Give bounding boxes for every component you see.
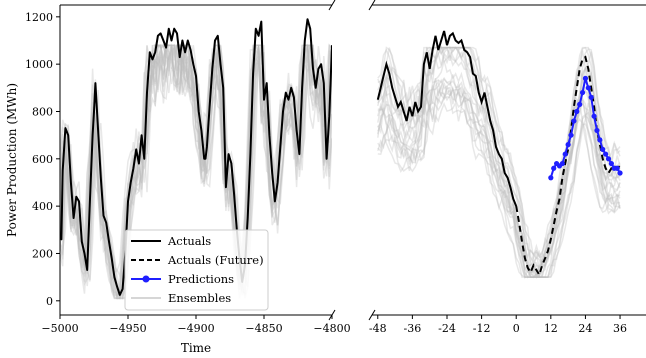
ensemble-line xyxy=(60,43,332,300)
legend: Actuals Actuals (Future) Predictions Ens… xyxy=(124,229,269,311)
ensemble-line xyxy=(377,46,621,267)
series-actuals-future-line xyxy=(515,55,621,278)
ensemble-line xyxy=(377,46,621,264)
ensemble-line xyxy=(60,44,332,278)
ensemble-line xyxy=(377,52,621,278)
prediction-point xyxy=(585,85,591,91)
prediction-point xyxy=(605,156,612,162)
ensemble-line xyxy=(60,47,332,300)
axis-break-mark xyxy=(368,0,376,11)
ensemble-line xyxy=(377,46,621,261)
prediction-point xyxy=(603,151,609,157)
axis-break-mark xyxy=(328,309,336,321)
x-tick-label: -24 xyxy=(438,322,456,335)
y-tick-label: 400 xyxy=(32,200,53,213)
prediction-point xyxy=(588,94,594,100)
ensemble-line xyxy=(377,45,621,276)
x-tick-label: 12 xyxy=(544,322,558,335)
ensemble-line xyxy=(377,85,621,278)
prediction-point xyxy=(551,165,557,171)
ensemble-line xyxy=(377,60,621,278)
ensemble-line xyxy=(377,100,621,278)
legend-actuals-label: Actuals xyxy=(167,234,211,248)
x-tick-label: 24 xyxy=(578,322,592,335)
ensemble-line xyxy=(60,44,332,300)
x-tick-label: 36 xyxy=(613,322,627,335)
ensemble-line xyxy=(377,95,621,278)
prediction-point xyxy=(600,146,606,152)
prediction-point xyxy=(574,108,580,115)
right-frame xyxy=(328,0,646,321)
prediction-point xyxy=(617,170,623,176)
ensemble-line xyxy=(377,87,621,278)
prediction-point xyxy=(565,142,571,148)
x-tick-label: −4850 xyxy=(245,322,282,335)
ensemble-line xyxy=(60,45,332,300)
ensemble-line xyxy=(60,44,332,300)
series-actuals-line xyxy=(60,18,332,296)
ensemble-line xyxy=(377,85,621,280)
right-panel: -48 -36 -24 -12 0 12 24 36 xyxy=(328,0,646,335)
prediction-point xyxy=(577,101,583,107)
ensemble-line xyxy=(377,78,621,276)
right-ticks: -48 -36 -24 -12 0 12 24 36 xyxy=(369,315,627,335)
y-tick-label: 200 xyxy=(32,247,53,260)
ensemble-line xyxy=(60,44,332,297)
legend-ensembles-label: Ensembles xyxy=(168,291,231,305)
prediction-point xyxy=(568,132,574,138)
axis-break-mark xyxy=(328,0,336,11)
y-tick-label: 800 xyxy=(32,105,53,118)
prediction-point xyxy=(559,160,565,167)
y-tick-label: 1000 xyxy=(25,58,53,71)
legend-predictions-marker xyxy=(142,275,150,283)
legend-box xyxy=(124,229,269,311)
y-tick-label: 600 xyxy=(32,153,53,166)
series-actuals-line xyxy=(376,30,518,207)
axis-break-mark xyxy=(368,309,376,321)
ensemble-line xyxy=(377,81,621,278)
x-tick-label: -12 xyxy=(473,322,491,335)
x-tick-label: −4800 xyxy=(313,322,350,335)
x-tick-label: −5000 xyxy=(41,322,78,335)
ensemble-line xyxy=(60,44,332,300)
ensemble-line xyxy=(60,44,332,300)
y-axis-label: Power Production (MWh) xyxy=(5,83,19,237)
ensemble-line xyxy=(60,43,332,300)
y-tick-label: 1200 xyxy=(25,11,53,24)
prediction-point xyxy=(579,89,586,96)
x-tick-label: -36 xyxy=(404,322,422,335)
prediction-point xyxy=(548,175,554,181)
left-ticks: −5000 −4950 −4900 −4850 −4800 0 200 400 600 800 10… xyxy=(25,11,351,335)
prediction-point xyxy=(562,151,568,157)
prediction-point xyxy=(597,137,603,143)
legend-predictions-label: Predictions xyxy=(168,272,234,286)
right-series-group xyxy=(376,30,623,278)
prediction-point xyxy=(608,160,614,167)
x-axis-label: Time xyxy=(181,341,211,355)
left-panel: −5000 −4950 −4900 −4850 −4800 0 200 400 600 800 10… xyxy=(25,4,351,335)
ensemble-line xyxy=(60,45,332,300)
x-tick-label: -48 xyxy=(369,322,387,335)
ensemble-line xyxy=(377,46,621,267)
x-tick-label: −4950 xyxy=(109,322,146,335)
y-tick-label: 0 xyxy=(46,295,53,308)
prediction-point xyxy=(591,113,597,119)
left-series-group xyxy=(60,18,332,296)
x-tick-label: −4900 xyxy=(177,322,214,335)
prediction-point xyxy=(614,165,620,171)
prediction-point xyxy=(582,75,589,81)
ensemble-line xyxy=(60,43,332,300)
prediction-point xyxy=(571,118,577,124)
ensemble-line xyxy=(60,44,332,300)
x-tick-label: 0 xyxy=(513,322,520,335)
prediction-point xyxy=(594,127,600,134)
ensemble-line xyxy=(60,44,332,297)
legend-actuals-future-label: Actuals (Future) xyxy=(167,253,264,267)
